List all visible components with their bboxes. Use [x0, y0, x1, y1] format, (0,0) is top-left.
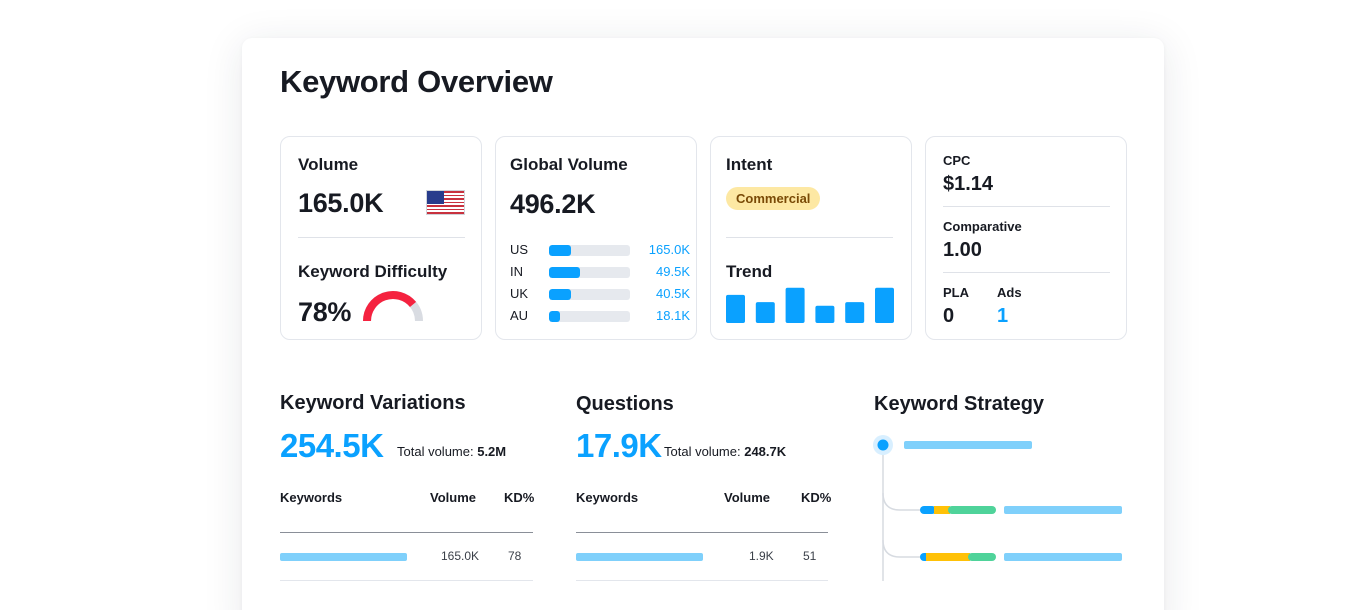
- column-kd: KD%: [801, 490, 832, 505]
- country-row-uk: UK 40.5K: [510, 285, 690, 303]
- cpc-value: $1.14: [943, 173, 994, 195]
- card-divider: [726, 237, 893, 238]
- variations-row-kd: 78: [508, 549, 522, 563]
- country-code: UK: [510, 286, 529, 301]
- intent-label: Intent: [726, 155, 773, 174]
- strategy-branch-2: [920, 553, 1122, 561]
- table-header-divider: [576, 532, 828, 533]
- keyword-placeholder-bar: [280, 553, 407, 561]
- trend-label: Trend: [726, 262, 773, 281]
- trend-bar: [845, 302, 865, 323]
- card-divider: [298, 237, 465, 238]
- pla-value: 0: [943, 305, 955, 327]
- global-volume-card: Global Volume 496.2K US 165.0K IN 49.5K UK 40…: [495, 136, 697, 340]
- strategy-branch-1: [920, 506, 1122, 514]
- country-share-bar: [549, 245, 630, 256]
- column-kd: KD%: [504, 490, 535, 505]
- country-volume: 40.5K: [656, 286, 690, 301]
- comparative-value: 1.00: [943, 239, 982, 261]
- column-keywords: Keywords: [280, 490, 343, 505]
- country-code: US: [510, 242, 529, 257]
- trend-chart: [726, 287, 894, 323]
- questions-total: Total volume: 248.7K: [664, 444, 787, 459]
- comparative-label: Comparative: [943, 219, 1022, 234]
- country-volume: 18.1K: [656, 308, 690, 323]
- trend-bar: [875, 287, 894, 323]
- page-title: Keyword Overview: [280, 64, 553, 99]
- trend-bar: [815, 305, 835, 323]
- table-header-divider: [280, 532, 533, 533]
- trend-bar: [755, 302, 775, 323]
- ads-value: 1: [997, 305, 1009, 327]
- pla-label: PLA: [943, 285, 969, 300]
- variations-title: Keyword Variations: [280, 392, 466, 414]
- column-keywords: Keywords: [576, 490, 639, 505]
- country-row-in: IN 49.5K: [510, 263, 690, 281]
- country-volume: 165.0K: [648, 242, 690, 257]
- card-divider: [943, 206, 1110, 207]
- country-code: AU: [510, 308, 529, 323]
- country-share-bar: [549, 289, 630, 300]
- intent-badge: Commercial: [726, 187, 821, 210]
- variations-total: Total volume: 5.2M: [397, 444, 507, 459]
- global-volume-value: 496.2K: [510, 189, 596, 219]
- variations-count: 254.5K: [280, 427, 384, 464]
- volume-label: Volume: [298, 155, 359, 174]
- difficulty-gauge: [363, 291, 423, 322]
- questions-count: 17.9K: [576, 427, 662, 464]
- keyword-overview-panel: Keyword Overview Volume 165.0K Keyword D…: [242, 38, 1164, 610]
- country-code: IN: [510, 264, 523, 279]
- ads-label: Ads: [997, 285, 1022, 300]
- strategy-title: Keyword Strategy: [874, 393, 1045, 415]
- questions-title: Questions: [576, 393, 674, 415]
- cpc-label: CPC: [943, 153, 971, 168]
- difficulty-value: 78%: [298, 297, 352, 327]
- volume-value: 165.0K: [298, 188, 384, 218]
- difficulty-label: Keyword Difficulty: [298, 262, 448, 281]
- table-row-divider: [576, 580, 828, 581]
- questions-row-volume: 1.9K: [749, 549, 774, 563]
- table-row-divider: [280, 580, 533, 581]
- trend-bar: [785, 287, 805, 323]
- keyword-strategy-tree: [873, 435, 1122, 581]
- strategy-root-bar: [904, 441, 1032, 449]
- country-volume: 49.5K: [656, 264, 690, 279]
- variations-row-volume: 165.0K: [441, 549, 480, 563]
- volume-card: Volume 165.0K Keyword Difficulty 78%: [280, 136, 482, 340]
- global-volume-label: Global Volume: [510, 155, 628, 174]
- country-share-bar: [549, 267, 630, 278]
- column-volume: Volume: [430, 490, 476, 505]
- question-placeholder-bar: [576, 553, 703, 561]
- country-share-bar: [549, 311, 630, 322]
- intent-card: Intent Commercial Trend: [710, 136, 912, 340]
- trend-bar: [726, 294, 745, 323]
- country-row-au: AU 18.1K: [510, 307, 690, 325]
- card-divider: [943, 272, 1110, 273]
- country-row-us: US 165.0K: [510, 241, 690, 259]
- cpc-card: CPC $1.14 Comparative 1.00 PLA 0 Ads 1: [925, 136, 1127, 340]
- questions-row-kd: 51: [803, 549, 817, 563]
- column-volume: Volume: [724, 490, 770, 505]
- us-flag-icon: [426, 190, 465, 215]
